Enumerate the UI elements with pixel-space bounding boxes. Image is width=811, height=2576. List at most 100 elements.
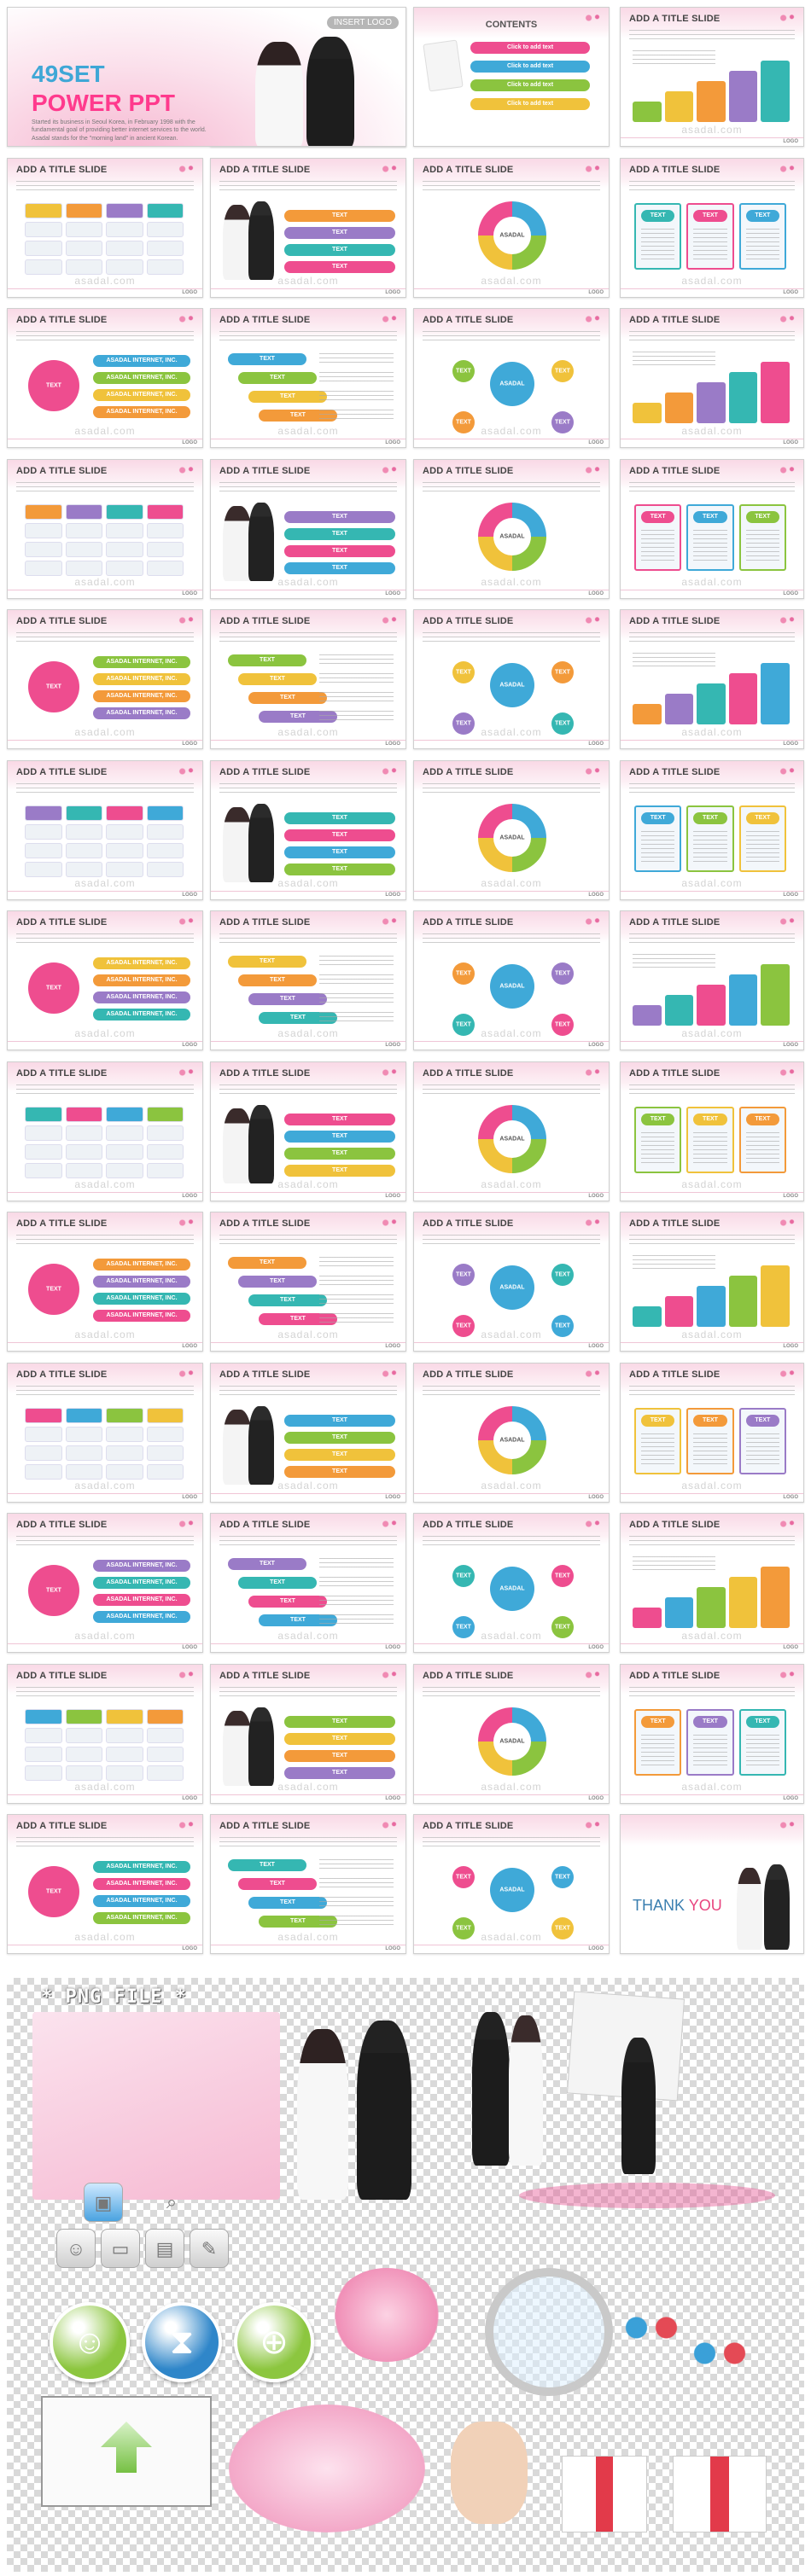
watermark: asadal.com [481,1780,542,1793]
info-card: TEXT [738,1407,786,1474]
circle-label: ASADAL [499,1585,525,1592]
center-circle: ASADAL [490,1567,534,1611]
contents-item[interactable]: Click to add text [470,42,590,54]
slide-title: ADD A TITLE SLIDE [629,917,721,927]
satellite-circle: TEXT [452,1565,475,1587]
slide-blurb [219,1084,397,1096]
satellite-circle: TEXT [551,1014,574,1036]
text-lines [693,830,727,865]
pill-label: TEXT [290,713,306,719]
groom-photo [248,1405,274,1485]
table-cell [25,522,62,538]
table-cell [65,259,102,275]
slide-thumbnail: ADD A TITLE SLIDE ASADAL asadal.com LOGO [413,759,610,900]
slide-title: ADD A TITLE SLIDE [629,1520,721,1530]
info-card: TEXT [738,805,786,872]
slide-thumbnail: ADD A TITLE SLIDE ASADAL TEXT TEXT TEXT TEXT a… [413,1814,610,1954]
text-lines [318,1614,394,1626]
ring-hole: ASADAL [493,517,531,555]
satellite-circle: TEXT [452,712,475,735]
flower-icon [380,916,399,927]
text-pill: ASADAL INTERNET, INC. [93,355,190,367]
watermark: asadal.com [681,425,743,437]
table-cell [65,1162,102,1178]
png-file-section: * PNG FILE * ☺ ▭ ▤ ✎ ▣ ⌕ ☺ ⧗ ⊕ [7,1978,804,2572]
slide-title: ADD A TITLE SLIDE [423,1520,514,1530]
slide-thumbnail: ADD A TITLE SLIDE asadal.com LOGO [620,7,804,147]
slide-footer [8,1794,202,1803]
table-cell [25,541,62,557]
flower-icon [778,615,796,625]
flower-icon [778,765,796,776]
circle-label: TEXT [456,669,471,676]
document-icon: ▤ [145,2229,184,2268]
slide-thumbnail: ADD A TITLE SLIDE TEXT TEXT TEXT asadal.com L… [620,1362,804,1503]
footer-logo: LOGO [385,1645,400,1650]
text-lines [745,1433,779,1468]
contents-item[interactable]: Click to add text [470,61,590,73]
text-pill: TEXT [284,1414,395,1427]
circle-label: TEXT [456,368,471,375]
bride-photo [737,1868,762,1950]
contents-item[interactable]: Click to add text [470,79,590,91]
slide-footer [414,1191,609,1201]
tools-icon-glyph: ✎ [201,2238,218,2259]
circle-label: TEXT [555,970,570,977]
contents-item-label: Click to add text [506,82,554,88]
slide-footer [621,1342,803,1351]
contents-item-label: Click to add text [506,63,554,69]
text-lines [745,228,779,263]
footer-logo: LOGO [182,1193,197,1199]
bride-photo [223,806,252,882]
slide-blurb [423,1385,600,1398]
cover-title-line2: POWER PPT [32,90,176,116]
slide-thumbnail: ADD A TITLE SLIDE TEXT ASADAL INTERNET, IN… [7,1814,203,1954]
text-lines [641,830,675,865]
satellite-circle: TEXT [551,1315,574,1337]
circle-label: TEXT [456,1021,471,1028]
text-pill: TEXT [259,1614,337,1626]
card-header-label: TEXT [650,1115,666,1122]
footer-logo: LOGO [783,1645,798,1650]
slide-footer [414,1794,609,1803]
slide-footer [621,1191,803,1201]
slide-thumbnail: ADD A TITLE SLIDE TEXT TEXT TEXT TEXT asadal.… [210,157,406,298]
pill-label: ASADAL INTERNET, INC. [106,693,178,699]
card-header-label: TEXT [755,814,771,821]
flower-icon [583,163,602,174]
watermark: asadal.com [681,876,743,889]
bar-block [728,372,758,423]
flower-icon [778,1067,796,1078]
table-cell [65,1727,102,1743]
person-icon: ☺ [50,2302,130,2382]
bar-block [697,81,726,122]
pill-label: TEXT [290,1918,306,1924]
bar-block [664,1597,694,1628]
table-cell [146,221,184,237]
hand-element [451,2422,528,2524]
text-pill: TEXT [259,1916,337,1928]
insert-logo-button[interactable]: INSERT LOGO [327,16,399,29]
text-lines [318,391,394,403]
slide-title: ADD A TITLE SLIDE [219,1520,311,1530]
slide-blurb [629,933,795,945]
table-cell [106,259,143,275]
slide-footer [621,1643,803,1652]
satellite-circle: TEXT [551,661,574,683]
text-pill: TEXT [228,1859,306,1871]
pill-label: TEXT [332,246,347,253]
footer-logo: LOGO [588,1645,604,1650]
card-header: TEXT [745,1414,779,1427]
contents-item[interactable]: Click to add text [470,98,590,110]
groom-photo [248,803,274,882]
footer-logo: LOGO [385,1344,400,1349]
text-lines [318,993,394,1005]
watermark: asadal.com [74,876,136,889]
watermark: asadal.com [481,1931,542,1943]
text-lines [693,1433,727,1468]
text-pill: ASADAL INTERNET, INC. [93,1611,190,1623]
text-pill: TEXT [284,1448,395,1461]
circle-label: TEXT [456,1573,471,1579]
slide-title: ADD A TITLE SLIDE [423,766,514,777]
slide-blurb [423,180,600,193]
